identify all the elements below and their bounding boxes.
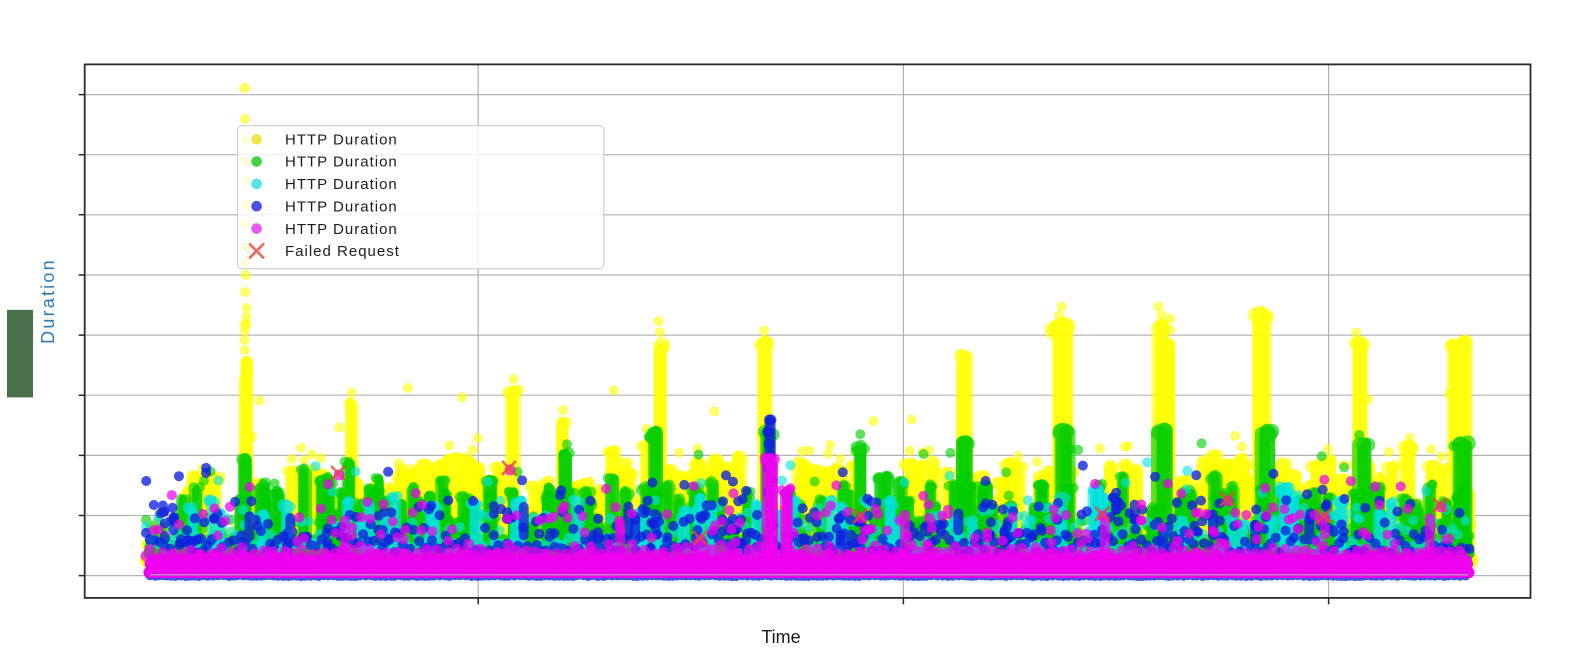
svg-text:Time: Time [761,627,800,647]
svg-text:HTTP Duration: HTTP Duration [285,154,398,171]
svg-text:HTTP Duration: HTTP Duration [285,176,398,193]
svg-text:HTTP Duration: HTTP Duration [285,221,398,238]
svg-text:HTTP Duration: HTTP Duration [285,198,398,215]
svg-text:HTTP Duration: HTTP Duration [285,131,398,148]
svg-text:Failed Request: Failed Request [285,243,400,260]
svg-text:Duration: Duration [38,258,58,344]
